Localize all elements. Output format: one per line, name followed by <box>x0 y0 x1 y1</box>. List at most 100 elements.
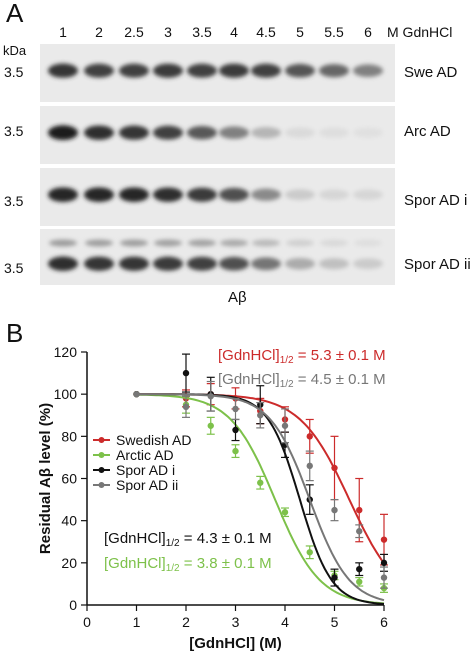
blot-band <box>153 63 183 78</box>
lane-label: 5 <box>296 24 304 40</box>
lane-label: 5.5 <box>324 24 344 40</box>
data-point-spor-ad-i <box>380 559 388 567</box>
blot-band <box>251 63 281 78</box>
blot-label-spor-i: Spor AD i <box>404 192 468 209</box>
western-blot-spor-ii <box>40 229 395 285</box>
blot-band <box>187 125 217 140</box>
blot-band <box>319 258 349 270</box>
blot-band <box>251 257 281 271</box>
blot-band <box>48 63 78 78</box>
blot-band <box>84 63 114 78</box>
data-point-swedish-ad <box>356 506 363 514</box>
x-tick-label: 5 <box>331 614 339 630</box>
legend-marker-arctic-ad <box>98 452 105 458</box>
lane-label: 1 <box>59 24 67 40</box>
data-point-spor-ad-i <box>182 369 190 377</box>
blot-band <box>48 256 78 271</box>
western-blot-spor-i <box>40 168 395 226</box>
data-point-spor-ad-ii <box>232 405 239 413</box>
data-point-arctic-ad <box>232 447 239 455</box>
data-point-spor-ad-ii <box>331 506 338 514</box>
blot-band <box>285 127 315 138</box>
panel-a-letter: A <box>6 0 24 28</box>
y-tick-label: 80 <box>61 428 77 444</box>
data-point-spor-ad-ii <box>306 462 313 470</box>
x-tick-label: 3 <box>232 614 240 630</box>
legend-marker-spor-ad-i <box>98 467 105 473</box>
fit-curve-arctic-ad <box>136 393 385 605</box>
data-point-spor-ad-ii <box>356 528 363 535</box>
data-point-arctic-ad <box>281 509 289 516</box>
blot-band <box>84 125 114 140</box>
blot-band <box>319 64 349 78</box>
blot-band <box>153 125 183 140</box>
lane-label: 4 <box>230 24 238 40</box>
blot-band <box>285 257 315 270</box>
data-point-spor-ad-ii <box>182 403 190 411</box>
y-tick-label: 0 <box>69 597 77 613</box>
x-tick-label: 1 <box>133 614 141 630</box>
mw-marker: 3.5 <box>4 260 24 276</box>
blot-band <box>251 127 281 139</box>
data-point-spor-ad-ii <box>281 422 289 429</box>
western-blot-swe <box>40 44 395 102</box>
y-tick-label: 20 <box>61 555 77 571</box>
blot-band-upper <box>85 239 113 247</box>
blot-band <box>187 256 217 271</box>
annotation-spor-ii: [GdnHCl]1/2 = 4.5 ± 0.1 M <box>218 371 386 390</box>
legend-label-spor-ad-i: Spor AD i <box>116 462 175 478</box>
blot-band <box>285 63 315 78</box>
blot-band <box>285 189 315 201</box>
blot-band-upper <box>320 239 348 247</box>
lane-unit-label: M GdnHCl <box>387 24 453 40</box>
blot-band-upper <box>252 239 280 247</box>
legend-label-spor-ad-ii: Spor AD ii <box>116 477 178 493</box>
x-tick-label: 4 <box>281 614 289 630</box>
blot-band-upper <box>354 239 382 247</box>
data-point-spor-ad-ii <box>380 574 388 581</box>
mw-marker: 3.5 <box>4 193 24 209</box>
data-point-arctic-ad <box>257 479 264 486</box>
y-tick-label: 120 <box>54 344 78 360</box>
blot-band-upper <box>188 239 216 247</box>
y-axis-label: Residual Aβ level (%) <box>37 403 54 554</box>
annotation-swedish: [GdnHCl]1/2 = 5.3 ± 0.1 M <box>218 347 386 366</box>
annotation-arctic: [GdnHCl]1/2 = 3.8 ± 0.1 M <box>104 555 272 574</box>
data-point-arctic-ad <box>207 422 214 429</box>
blot-band <box>353 189 383 200</box>
blot-background <box>40 229 395 285</box>
blot-band <box>84 187 114 202</box>
lane-label: 6 <box>364 24 372 40</box>
blot-band <box>84 256 114 271</box>
blot-band-upper <box>154 239 182 247</box>
data-point-spor-ad-ii <box>257 412 264 419</box>
blot-label-arc: Arc AD <box>404 123 451 140</box>
blot-label-spor-ii: Spor AD ii <box>404 256 471 273</box>
blot-band <box>319 189 349 200</box>
data-point-swedish-ad <box>306 433 313 440</box>
blot-band-upper <box>286 239 314 247</box>
blot-band <box>319 127 349 138</box>
blot-label-swe: Swe AD <box>404 64 458 81</box>
blot-band-upper <box>49 239 77 247</box>
blot-band-upper <box>220 239 248 247</box>
blot-band <box>187 63 217 78</box>
x-tick-label: 6 <box>380 614 388 630</box>
lane-label: 2 <box>95 24 103 40</box>
blot-band <box>48 125 78 141</box>
blot-band <box>119 187 149 202</box>
blot-band <box>251 188 281 201</box>
x-tick-label: 2 <box>182 614 190 630</box>
western-blot-arc <box>40 106 395 164</box>
data-point-spor-ad-i <box>331 574 338 581</box>
mw-marker: 3.5 <box>4 123 24 139</box>
blot-band <box>219 256 249 271</box>
blot-band <box>353 64 383 77</box>
data-point-swedish-ad <box>331 464 338 472</box>
blot-band <box>48 187 78 202</box>
mw-marker: 3.5 <box>4 64 24 80</box>
x-tick-label: 0 <box>83 614 91 630</box>
lane-label: 4.5 <box>256 24 276 40</box>
y-tick-label: 60 <box>61 471 77 487</box>
y-tick-label: 100 <box>54 386 78 402</box>
